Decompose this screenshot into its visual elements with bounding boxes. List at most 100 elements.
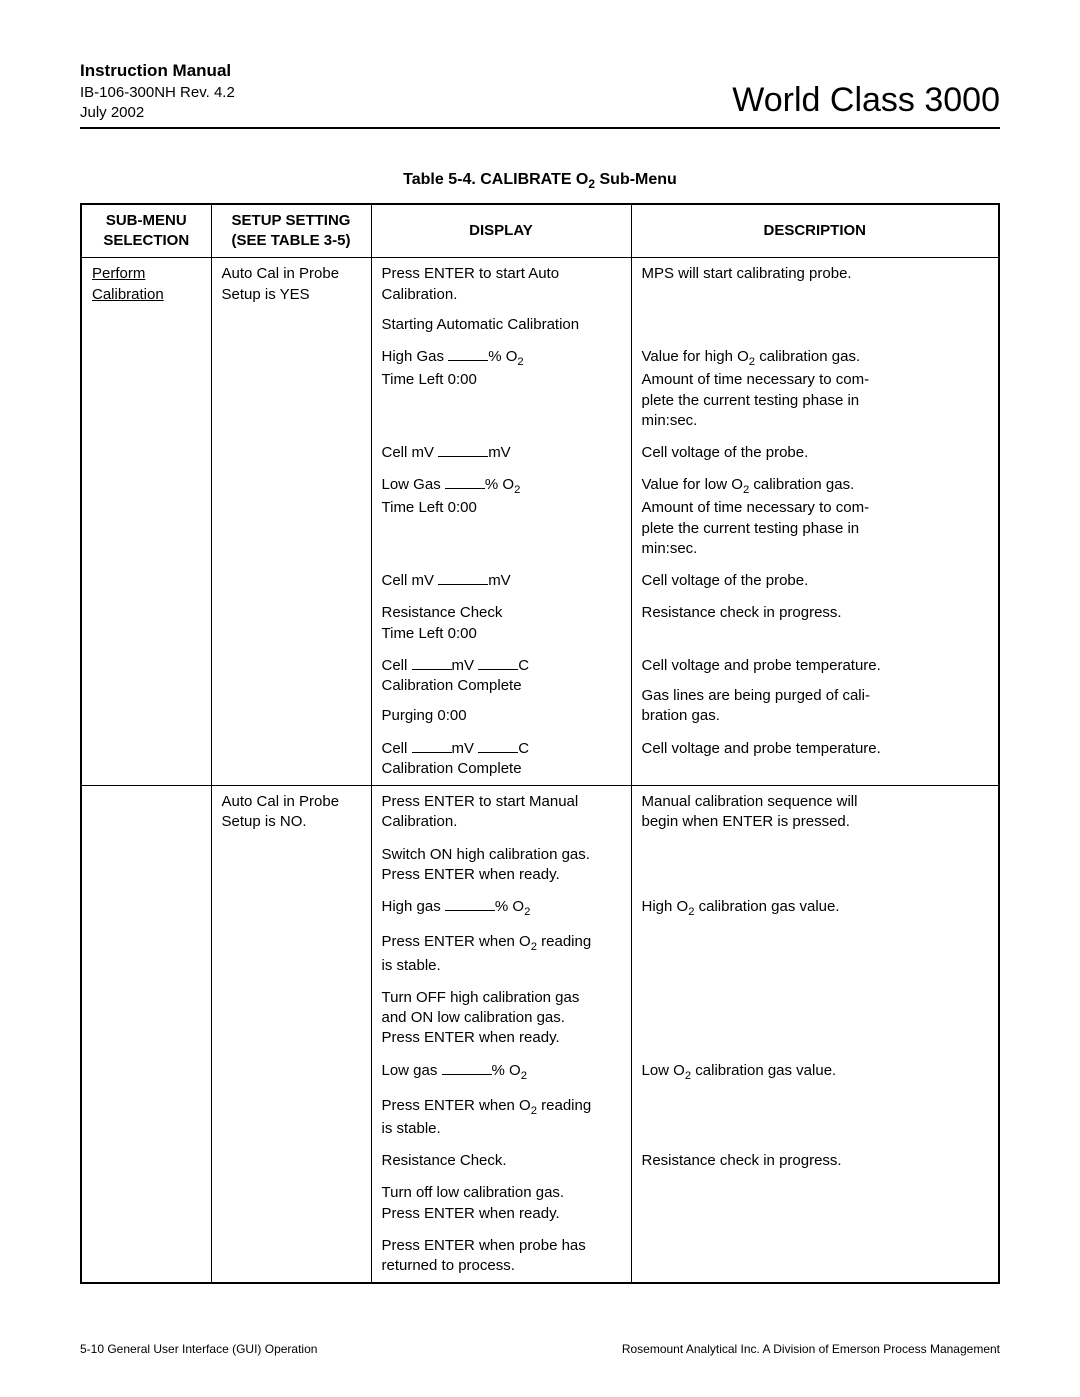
disp-l3: Starting Automatic Calibration (382, 316, 580, 333)
cell-desc (631, 982, 999, 1055)
cell-desc (631, 839, 999, 892)
disp-l3: Purging 0:00 (382, 707, 467, 724)
cell-display: High gas % O2 (371, 891, 631, 926)
desc-l2: Amount of time necessary to com- (642, 499, 870, 516)
cell-desc: Cell voltage and probe temperature. (631, 733, 999, 786)
disp-prefix: Cell mV (382, 444, 439, 461)
blank-field (445, 910, 495, 911)
disp-l1: Press ENTER when probe has (382, 1237, 586, 1254)
cell-desc: Resistance check in progress. (631, 597, 999, 650)
blank-field (438, 456, 488, 457)
cell-desc: Cell voltage and probe temperature. Gas … (631, 650, 999, 733)
desc-suffix: calibration gas value. (694, 898, 839, 915)
cell-display: Press ENTER to start Auto Calibration. S… (371, 258, 631, 341)
desc-l1: Value for high O (642, 348, 749, 365)
cell-desc (631, 1177, 999, 1230)
disp-prefix: Cell (382, 740, 412, 757)
disp-l1: Press ENTER when O (382, 1097, 531, 1114)
blank-field (442, 1074, 492, 1075)
disp-l1: Switch ON high calibration gas. (382, 846, 590, 863)
blank-field (445, 488, 485, 489)
desc-l3: plete the current testing phase in (642, 520, 860, 537)
desc-l1b: calibration gas. (749, 476, 854, 493)
page: Instruction Manual IB-106-300NH Rev. 4.2… (0, 0, 1080, 1397)
caption-prefix: Table 5-4. CALIBRATE O (403, 171, 588, 188)
disp-l2: Press ENTER when ready. (382, 1205, 560, 1222)
setup-l1: Auto Cal in Probe (222, 793, 340, 810)
disp-suffix: % O (488, 348, 517, 365)
cell-display: Low Gas % O2 Time Left 0:00 (371, 469, 631, 565)
cell-display: Switch ON high calibration gas. Press EN… (371, 839, 631, 892)
manual-title: Instruction Manual (80, 60, 235, 83)
blank-field (478, 752, 518, 753)
blank-field (448, 360, 488, 361)
disp-time: Time Left 0:00 (382, 499, 477, 516)
disp-prefix: Cell mV (382, 572, 439, 589)
disp-l2: is stable. (382, 957, 441, 974)
disp-l1: Resistance Check (382, 604, 503, 621)
disp-l2: Press ENTER when ready. (382, 866, 560, 883)
disp-mid: mV (452, 657, 479, 674)
disp-l2: and ON low calibration gas. (382, 1009, 565, 1026)
desc-l1b: calibration gas. (755, 348, 860, 365)
cell-display: Resistance Check Time Left 0:00 (371, 597, 631, 650)
disp-suffix: % O (492, 1062, 521, 1079)
disp-l2: Time Left 0:00 (382, 625, 477, 642)
cell-display: Cell mV C Calibration Complete Purging 0… (371, 650, 631, 733)
cell-display: Press ENTER when probe has returned to p… (371, 1230, 631, 1284)
blank-field (438, 584, 488, 585)
th-submenu-l2: SELECTION (103, 232, 189, 249)
cell-display: Press ENTER to start Manual Calibration. (371, 786, 631, 839)
cell-desc: Value for high O2 calibration gas. Amoun… (631, 341, 999, 437)
submenu-l2: Calibration (92, 286, 164, 303)
disp-suffix: C (518, 657, 529, 674)
table-caption: Table 5-4. CALIBRATE O2 Sub-Menu (80, 169, 1000, 192)
disp-sub: 2 (514, 484, 520, 496)
disp-suffix: % O (485, 476, 514, 493)
cell-display: Low gas % O2 (371, 1055, 631, 1090)
disp-l1: Press ENTER when O (382, 933, 531, 950)
disp-sub: 2 (524, 906, 530, 918)
revision: IB-106-300NH Rev. 4.2 (80, 83, 235, 103)
disp-sub: 2 (521, 1070, 527, 1082)
calibrate-table: SUB-MENU SELECTION SETUP SETTING (SEE TA… (80, 203, 1000, 1285)
disp-l1: Press ENTER to start Auto (382, 265, 560, 282)
disp-l2: Calibration. (382, 813, 458, 830)
disp-time: Time Left 0:00 (382, 371, 477, 388)
disp-l2: Calibration Complete (382, 677, 522, 694)
cell-desc: Low O2 calibration gas value. (631, 1055, 999, 1090)
cell-desc: MPS will start calibrating probe. (631, 258, 999, 341)
desc-l3: bration gas. (642, 707, 720, 724)
cell-display: Press ENTER when O2 reading is stable. (371, 926, 631, 981)
disp-suffix: % O (495, 898, 524, 915)
cell-desc: Cell voltage of the probe. (631, 437, 999, 469)
desc-prefix: High O (642, 898, 689, 915)
cell-display: Resistance Check. (371, 1145, 631, 1177)
th-setup-l1: SETUP SETTING (232, 212, 351, 229)
table-row: Auto Cal in Probe Setup is NO. Press ENT… (81, 786, 999, 839)
setup-l1: Auto Cal in Probe (222, 265, 340, 282)
cell-display: Cell mV mV (371, 565, 631, 597)
disp-prefix: Cell (382, 657, 412, 674)
desc-l1: Cell voltage and probe temperature. (642, 657, 881, 674)
disp-l1: Turn OFF high calibration gas (382, 989, 580, 1006)
cell-desc (631, 926, 999, 981)
disp-mid: mV (452, 740, 479, 757)
cell-desc (631, 1090, 999, 1145)
product-name: World Class 3000 (732, 78, 1000, 124)
disp-l1: Press ENTER to start Manual (382, 793, 579, 810)
desc-l1: Manual calibration sequence will (642, 793, 858, 810)
cell-desc: Resistance check in progress. (631, 1145, 999, 1177)
cell-desc: Value for low O2 calibration gas. Amount… (631, 469, 999, 565)
footer-right: Rosemount Analytical Inc. A Division of … (622, 1341, 1000, 1357)
blank-field (478, 669, 518, 670)
disp-sub: 2 (517, 356, 523, 368)
disp-suffix: C (518, 740, 529, 757)
disp-l2: returned to process. (382, 1257, 515, 1274)
desc-l3: plete the current testing phase in (642, 392, 860, 409)
desc-prefix: Low O (642, 1062, 685, 1079)
cell-display: High Gas % O2 Time Left 0:00 (371, 341, 631, 437)
cell-display: Turn OFF high calibration gas and ON low… (371, 982, 631, 1055)
blank-field (412, 752, 452, 753)
cell-submenu (81, 786, 211, 1284)
